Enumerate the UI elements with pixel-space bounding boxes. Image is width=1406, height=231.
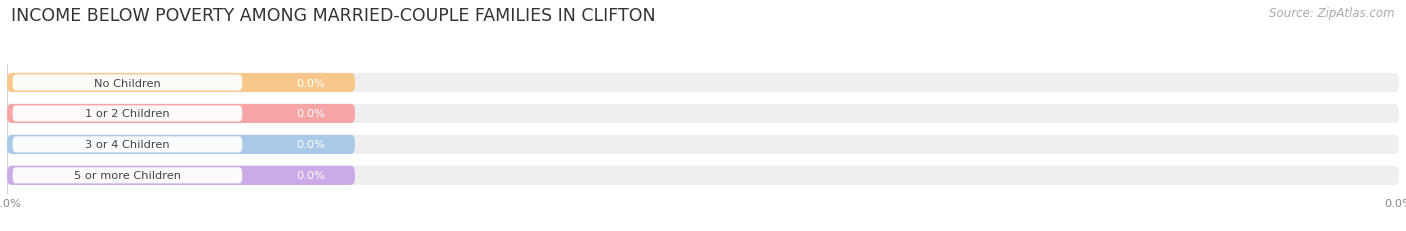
FancyBboxPatch shape — [13, 75, 242, 91]
Text: 0.0%: 0.0% — [297, 170, 325, 181]
FancyBboxPatch shape — [7, 166, 354, 185]
FancyBboxPatch shape — [7, 135, 1399, 154]
FancyBboxPatch shape — [13, 167, 242, 184]
FancyBboxPatch shape — [7, 74, 354, 93]
Text: Source: ZipAtlas.com: Source: ZipAtlas.com — [1270, 7, 1395, 20]
Text: No Children: No Children — [94, 78, 160, 88]
FancyBboxPatch shape — [7, 166, 1399, 185]
Text: 0.0%: 0.0% — [297, 140, 325, 150]
FancyBboxPatch shape — [7, 104, 354, 124]
FancyBboxPatch shape — [13, 106, 242, 122]
Text: INCOME BELOW POVERTY AMONG MARRIED-COUPLE FAMILIES IN CLIFTON: INCOME BELOW POVERTY AMONG MARRIED-COUPL… — [11, 7, 655, 25]
FancyBboxPatch shape — [7, 74, 1399, 93]
FancyBboxPatch shape — [7, 104, 1399, 124]
FancyBboxPatch shape — [13, 137, 242, 153]
Text: 0.0%: 0.0% — [297, 109, 325, 119]
Text: 5 or more Children: 5 or more Children — [75, 170, 181, 181]
FancyBboxPatch shape — [7, 135, 354, 154]
Text: 0.0%: 0.0% — [297, 78, 325, 88]
Text: 3 or 4 Children: 3 or 4 Children — [86, 140, 170, 150]
Text: 1 or 2 Children: 1 or 2 Children — [86, 109, 170, 119]
